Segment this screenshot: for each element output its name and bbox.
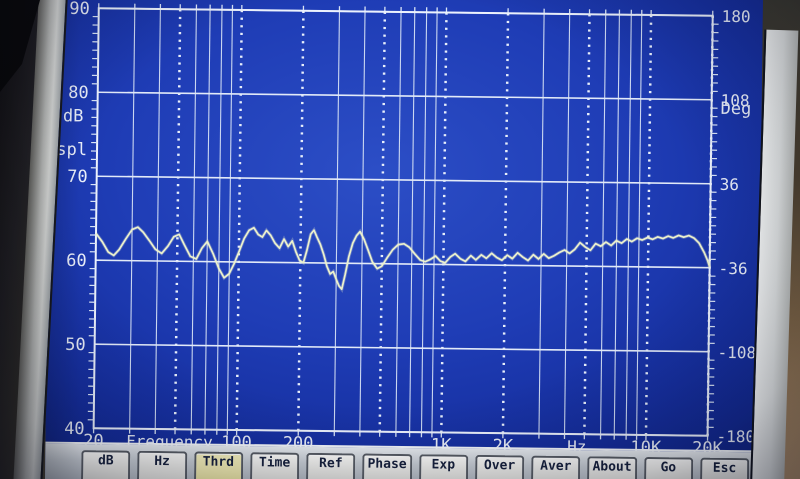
phase-axis-unit: Deg <box>720 99 751 119</box>
grid-line-vertical-dotted <box>501 13 510 434</box>
grid-line-horizontal <box>96 175 711 185</box>
grid-line-horizontal <box>94 343 709 353</box>
grid-line-vertical <box>420 12 428 433</box>
phase-axis-tick-label: -180 <box>716 427 755 446</box>
phase-axis-tick-label: -36 <box>719 259 748 278</box>
grid-line-vertical <box>636 14 643 435</box>
grid-line-vertical-dotted <box>644 14 653 435</box>
phase-axis-tick-label: 108 <box>721 91 750 110</box>
toolbar-button-db[interactable]: dB <box>80 450 131 479</box>
grid-line-vertical <box>190 9 197 430</box>
grid-line-horizontal <box>97 91 712 101</box>
grid-line-vertical <box>154 8 161 429</box>
toolbar-button-thrd[interactable]: Thrd <box>193 451 244 479</box>
phase-axis-tick-label: -108 <box>717 343 756 362</box>
y-axis-tick-label: 90 <box>69 0 90 19</box>
y-axis-tick-label: 80 <box>68 83 89 103</box>
y-axis-tick-label: 50 <box>65 335 86 355</box>
frequency-response-plot: 908070605040dBspl18010836-36-108-180Deg2… <box>45 0 764 457</box>
grid-line-vertical-dotted <box>378 11 387 432</box>
grid-line-vertical <box>216 9 223 430</box>
y-axis-tick-label: 60 <box>66 251 87 271</box>
toolbar-button-ref[interactable]: Ref <box>305 452 356 479</box>
toolbar-button-about[interactable]: About <box>587 456 637 479</box>
crt-screen: 90 80 70 60 50 40 dB spl 180 108 36 -36 -108 -180 Deg 2… <box>44 0 764 479</box>
toolbar-button-hz[interactable]: Hz <box>137 450 187 479</box>
response-trace <box>95 226 711 291</box>
toolbar-button-go[interactable]: Go <box>643 456 694 479</box>
grid-line-vertical-dotted <box>173 9 182 430</box>
grid-line-vertical <box>409 12 416 433</box>
toolbar-button-over[interactable]: Over <box>474 454 525 479</box>
y-axis-unit-db: dB <box>63 106 84 126</box>
grid-line-vertical-dotted <box>440 12 448 433</box>
toolbar-button-aver[interactable]: Aver <box>530 455 581 479</box>
y-axis-tick-label: 40 <box>64 419 85 439</box>
grid-line-vertical-dotted <box>297 10 305 431</box>
grid-line-vertical <box>226 9 233 430</box>
grid-line-vertical <box>625 14 632 435</box>
phase-axis-tick-label: 36 <box>720 175 739 194</box>
grid-line-horizontal <box>95 259 710 269</box>
toolbar-button-exp[interactable]: Exp <box>418 454 469 479</box>
grid-line-vertical <box>600 14 607 435</box>
grid-line-vertical <box>333 11 340 432</box>
grid-line-vertical-dotted <box>583 14 591 435</box>
toolbar-button-phase[interactable]: Phase <box>362 453 412 479</box>
grid-line-vertical-dotted <box>235 9 244 430</box>
y-axis-unit-spl: spl <box>56 140 87 160</box>
grid-line-vertical <box>204 9 211 430</box>
grid-line-vertical <box>613 14 620 435</box>
grid-line-vertical <box>395 11 402 432</box>
grid-line-vertical <box>129 8 136 429</box>
grid-line-vertical <box>359 11 366 432</box>
screen-background <box>45 0 764 457</box>
toolbar-button-time[interactable]: Time <box>249 452 300 479</box>
grid-line-vertical <box>538 13 545 434</box>
grid-line-vertical <box>563 14 571 434</box>
grid-line-vertical <box>431 12 438 433</box>
phase-axis-tick-label: 180 <box>722 7 751 26</box>
y-axis-tick-label: 70 <box>67 167 88 187</box>
toolbar-button-esc[interactable]: Esc <box>699 457 750 479</box>
